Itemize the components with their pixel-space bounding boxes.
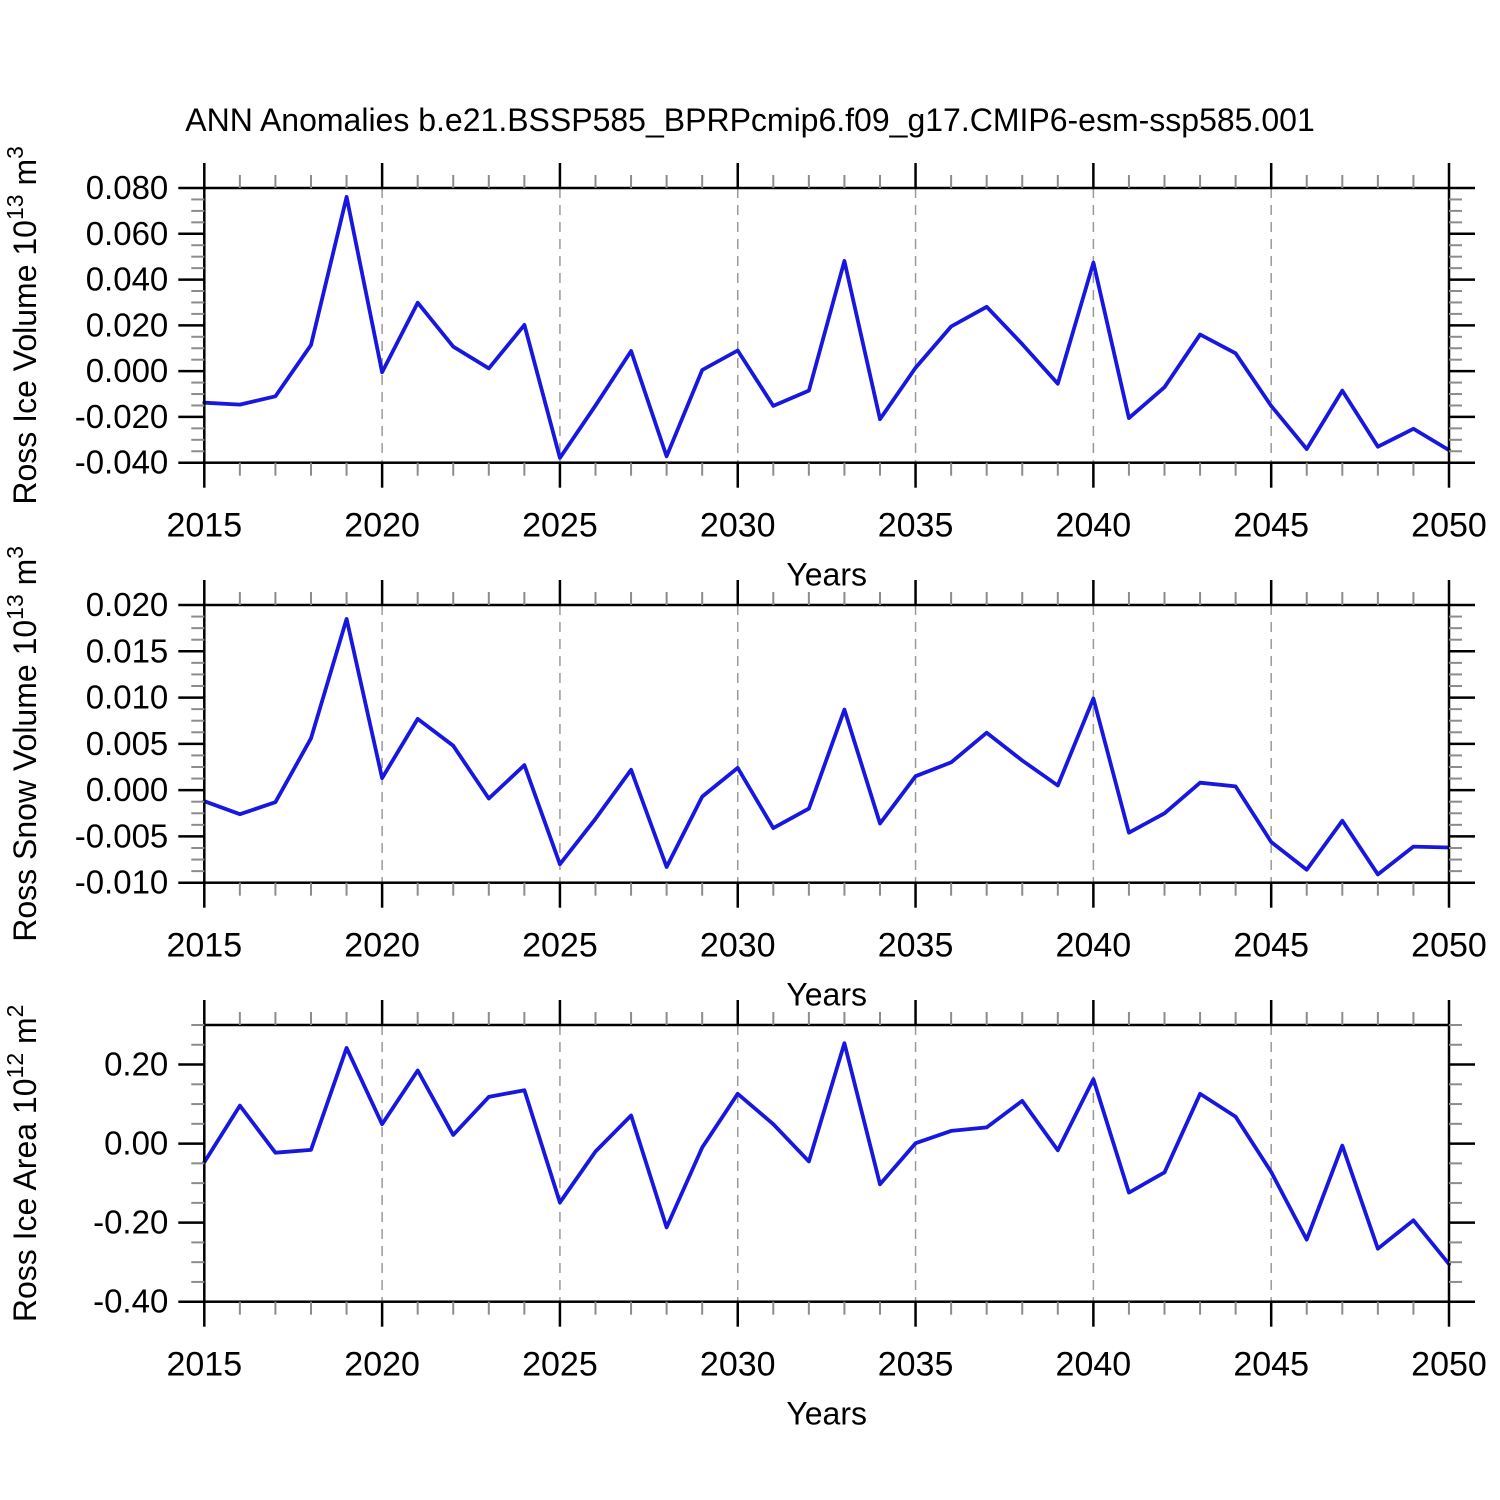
panel-3: 0.20 0.00 -0.20 -0.40 2015 2020 2025 2030 2035 20… [2, 1000, 1487, 1432]
x-axis-title: Years [786, 977, 867, 1013]
y-tick-label: 0.00 [104, 1125, 168, 1162]
y-axis-title-text: m [7, 1017, 43, 1053]
x-tick-label: 2015 [166, 1346, 242, 1384]
y-tick-label: 0.040 [86, 261, 169, 298]
panel-2: 0.020 0.015 0.010 0.005 0.000 -0.005 -0.010 201… [2, 546, 1487, 1013]
x-tick-label: 2035 [878, 1346, 954, 1384]
y-axis-title: Ross Snow Volume 1013 m3 [2, 546, 43, 942]
y-tick-label: 0.020 [86, 586, 169, 623]
y-tick-label: 0.080 [86, 169, 169, 206]
y-tick-label: -0.005 [75, 817, 169, 854]
x-tick-label: 2020 [344, 927, 420, 965]
y-tick-label: 0.20 [104, 1046, 168, 1083]
y-tick-label: -0.040 [75, 444, 169, 481]
y-tick-label: 0.005 [86, 725, 169, 762]
y-axis-title: Ross Ice Volume 1013 m3 [2, 146, 43, 505]
y-axis-title-text: Ross Ice Volume 10 [7, 220, 43, 505]
y-tick-label: 0.020 [86, 306, 169, 343]
x-axis-title: Years [786, 1396, 867, 1432]
y-axis-title-superscript: 3 [2, 546, 28, 559]
x-tick-label: 2030 [700, 507, 776, 545]
x-tick-label: 2040 [1056, 507, 1132, 545]
y-axis-title-text: Ross Snow Volume 10 [7, 620, 43, 942]
y-tick-label: 0.015 [86, 632, 169, 669]
x-tick-label: 2020 [344, 507, 420, 545]
y-axis-title-superscript: 13 [2, 594, 28, 620]
y-tick-label: -0.20 [93, 1204, 168, 1241]
x-axis-title: Years [786, 557, 867, 593]
y-axis-title-text: Ross Ice Area 10 [7, 1078, 43, 1322]
x-tick-label: 2015 [166, 507, 242, 545]
x-tick-label: 2045 [1233, 927, 1309, 965]
x-tick-label: 2045 [1233, 1346, 1309, 1384]
panel-border [203, 1023, 1451, 1303]
chart-title: ANN Anomalies b.e21.BSSP585_BPRPcmip6.f0… [185, 102, 1315, 138]
x-tick-label: 2050 [1411, 507, 1487, 545]
x-tick-label: 2050 [1411, 1346, 1487, 1384]
x-tick-label: 2040 [1056, 1346, 1132, 1384]
y-tick-label: -0.010 [75, 864, 169, 901]
x-tick-label: 2025 [522, 1346, 598, 1384]
x-tick-label: 2030 [700, 1346, 776, 1384]
x-tick-label: 2035 [878, 507, 954, 545]
x-tick-label: 2045 [1233, 507, 1309, 545]
data-line [202, 194, 1451, 460]
y-axis-title-superscript: 3 [2, 146, 28, 159]
y-axis-title-text: m [7, 559, 43, 595]
y-tick-label: -0.40 [93, 1283, 168, 1320]
x-tick-label: 2035 [878, 927, 954, 965]
panel-border [203, 603, 1451, 884]
y-tick-label: 0.010 [86, 679, 169, 716]
y-tick-label: 0.060 [86, 215, 169, 252]
y-axis-title-superscript: 2 [2, 1005, 28, 1018]
x-tick-label: 2050 [1411, 927, 1487, 965]
y-tick-label: -0.020 [75, 398, 169, 435]
x-tick-label: 2025 [522, 507, 598, 545]
y-axis-title-superscript: 13 [2, 194, 28, 220]
y-tick-label: 0.000 [86, 771, 169, 808]
y-axis-title-text: m [7, 159, 43, 195]
y-axis-title: Ross Ice Area 1012 m2 [2, 1005, 43, 1323]
panel-1: 0.080 0.060 0.040 0.020 0.000 -0.020 -0.040 201… [2, 146, 1487, 593]
x-tick-label: 2025 [522, 927, 598, 965]
x-tick-label: 2030 [700, 927, 776, 965]
x-tick-label: 2040 [1056, 927, 1132, 965]
data-line [202, 617, 1451, 877]
y-tick-label: 0.000 [86, 352, 169, 389]
data-line [202, 1041, 1451, 1266]
y-axis-title-superscript: 12 [2, 1053, 28, 1079]
x-tick-label: 2015 [166, 927, 242, 965]
x-tick-label: 2020 [344, 1346, 420, 1384]
